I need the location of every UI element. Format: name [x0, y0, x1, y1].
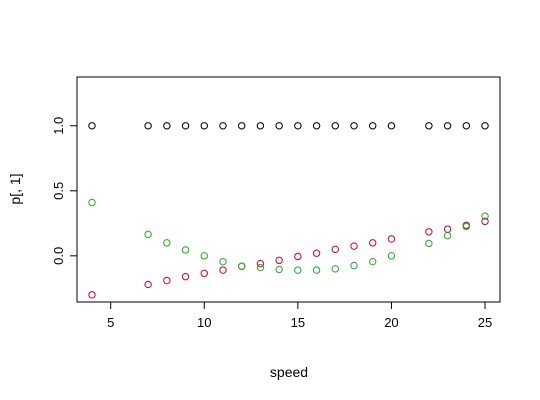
series-2-point	[163, 276, 171, 285]
series-1-point	[462, 122, 471, 130]
series-1-point	[294, 122, 302, 130]
x-tick-label: 15	[291, 315, 305, 330]
series-3-point	[425, 239, 433, 248]
series-1-point	[443, 122, 452, 130]
series-1-point	[312, 122, 321, 130]
series-2-point	[443, 225, 452, 233]
y-axis-label: p[, 1]	[7, 173, 23, 204]
series-3-point	[256, 263, 265, 272]
y-tick-label: 0.5	[51, 182, 66, 200]
series-3-point	[275, 265, 283, 274]
series-2-point	[181, 272, 190, 281]
series-3-point	[443, 231, 452, 240]
series-3-point	[369, 257, 377, 266]
series-1-point	[350, 122, 358, 130]
series-3-point	[181, 246, 190, 254]
series-2-point	[275, 256, 283, 265]
series-2-point	[312, 249, 321, 257]
series-2-point	[350, 242, 358, 250]
series-1-point	[238, 122, 246, 130]
x-tick-label: 25	[478, 315, 492, 330]
series-3-point	[481, 212, 489, 220]
chart-marks	[88, 122, 489, 299]
series-2-point	[88, 291, 96, 299]
series-1-point	[163, 122, 171, 130]
series-1-point	[144, 122, 152, 130]
plot-frame	[76, 76, 501, 303]
series-3-point	[294, 266, 302, 274]
series-1-point	[88, 122, 96, 130]
x-tick-label: 20	[384, 315, 398, 330]
x-tick-label: 10	[197, 315, 211, 330]
series-1-point	[369, 122, 377, 130]
series-1-point	[219, 122, 227, 130]
series-3-point	[331, 265, 339, 273]
y-axis: 0.0 0.5 1.0	[51, 117, 77, 265]
series-3-point	[462, 222, 471, 231]
series-2-point	[387, 235, 396, 243]
series-1-point	[200, 122, 208, 130]
series-3-point	[163, 239, 171, 247]
series-1-point	[275, 122, 283, 130]
series-1-point	[387, 122, 396, 130]
series-2-point	[331, 245, 339, 254]
series-3-point	[88, 198, 96, 207]
series-1-point	[181, 122, 190, 130]
series-3-point	[238, 262, 246, 270]
series-3-point	[219, 257, 227, 266]
series-3-point	[350, 261, 358, 270]
y-tick-label: 1.0	[51, 117, 66, 135]
series-3-point	[387, 252, 396, 260]
series-2-point	[294, 252, 302, 261]
y-tick-label: 0.0	[51, 247, 66, 265]
x-tick-label: 5	[107, 315, 114, 330]
series-2-point	[256, 259, 265, 268]
series-1-point	[481, 122, 489, 130]
series-2-point	[219, 266, 227, 274]
series-3-point	[144, 230, 152, 239]
series-2-point	[481, 217, 489, 226]
series-2-point	[144, 280, 152, 289]
series-2-point	[369, 239, 377, 247]
series-2-point	[425, 228, 433, 236]
series-1-point	[425, 122, 433, 130]
series-1-point	[256, 122, 265, 130]
series-3-point	[200, 252, 208, 260]
series-1-point	[331, 122, 339, 130]
series-2-point	[200, 269, 208, 278]
x-axis-label: speed	[270, 364, 308, 380]
x-axis: 5 10 15 20 25	[107, 302, 492, 330]
series-3-point	[312, 266, 321, 274]
